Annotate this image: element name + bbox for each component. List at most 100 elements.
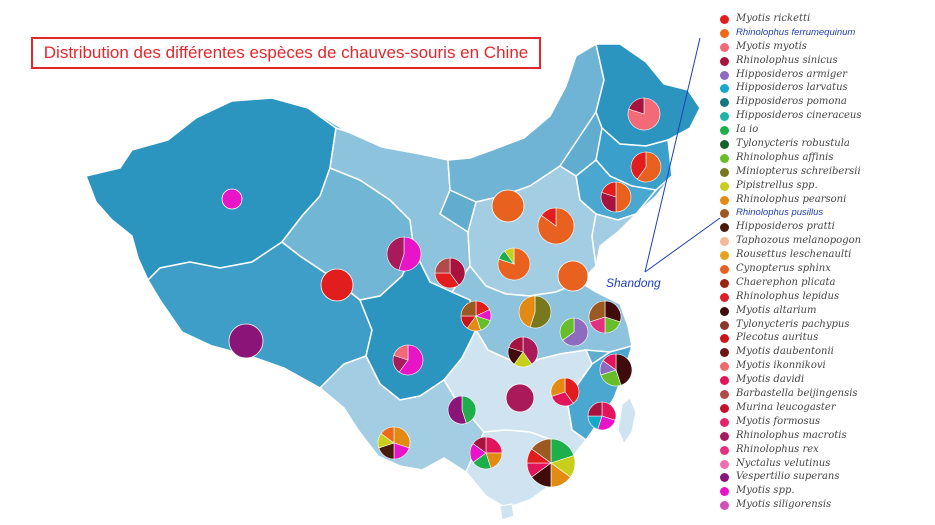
legend-label: Nyctalus velutinus	[736, 457, 831, 469]
pie-marker	[627, 97, 661, 131]
legend-swatch	[720, 306, 729, 316]
pie-slice	[380, 426, 395, 444]
legend-swatch	[720, 223, 729, 233]
legend-swatch	[720, 390, 729, 400]
pie-slice	[601, 181, 617, 198]
legend-swatch	[720, 56, 729, 66]
pie-slice	[522, 336, 539, 365]
map-title: Distribution des différentes espèces de …	[31, 37, 541, 69]
legend-label: Myotis altarium	[736, 304, 817, 316]
legend-swatch	[720, 320, 729, 330]
pie-slice	[228, 323, 264, 359]
legend-item: Hipposideros pomona	[720, 95, 930, 109]
legend-swatch	[720, 473, 729, 483]
species-legend: Myotis ricketti Rhinolophus ferrumequinum…	[720, 12, 930, 512]
legend-item: Chaerephon plicata	[720, 276, 930, 290]
legend-label: Hipposideros armiger	[736, 68, 848, 80]
legend-label: Ia io	[736, 124, 759, 136]
legend-item: Myotis altarium	[720, 304, 930, 318]
legend-label: Myotis ricketti	[736, 13, 811, 24]
legend-item: Rhinolophus sinicus	[720, 54, 930, 68]
legend-label: Hipposideros larvatus	[736, 82, 848, 94]
pie-slice	[398, 236, 422, 272]
legend-swatch	[720, 140, 729, 150]
pie-slice	[550, 377, 566, 397]
legend-item: Miniopterus schreibersii	[720, 165, 930, 179]
pie-marker	[537, 207, 575, 245]
pie-slice	[504, 247, 515, 265]
pie-marker	[460, 300, 492, 332]
legend-label: Vespertilio superans	[736, 471, 840, 483]
legend-swatch	[720, 403, 729, 413]
pie-slice	[221, 188, 243, 210]
pie-slice	[557, 260, 589, 292]
legend-label: Miniopterus schreibersii	[736, 165, 861, 177]
pie-slice	[531, 438, 552, 464]
legend-label: Rhinolophus ferrumequinum	[736, 26, 856, 38]
province-region	[595, 43, 701, 147]
legend-item: Myotis siligorensis	[720, 498, 930, 512]
legend-item: Tylonycteris robustula	[720, 137, 930, 151]
pie-slice	[600, 191, 617, 213]
legend-swatch	[720, 417, 729, 427]
legend-item: Cynopterus sphinx	[720, 262, 930, 276]
pie-slice	[588, 300, 606, 323]
pie-slice	[447, 395, 467, 425]
legend-label: Chaerephon plicata	[736, 276, 836, 288]
pie-marker	[588, 300, 622, 334]
pie-marker	[507, 336, 539, 368]
legend-swatch	[720, 209, 729, 219]
legend-label: Myotis daubentonii	[736, 346, 834, 358]
pie-slice	[449, 257, 466, 286]
legend-item: Myotis myotis	[720, 40, 930, 54]
legend-label: Rhinolophus affinis	[736, 151, 834, 163]
legend-label: Rhinolophus rex	[736, 443, 819, 455]
pie-marker	[599, 353, 633, 387]
pie-slice	[630, 151, 647, 180]
legend-swatch	[720, 70, 729, 80]
legend-item: Hipposideros pratti	[720, 220, 930, 234]
pie-marker	[557, 260, 589, 292]
pie-marker	[392, 344, 424, 376]
legend-label: Myotis siligorensis	[736, 499, 832, 511]
legend-swatch	[720, 28, 729, 38]
legend-item: Rousettus leschenaulti	[720, 248, 930, 262]
legend-item: Rhinolophus pusillus	[720, 206, 930, 220]
pie-marker	[600, 181, 632, 213]
legend-swatch	[720, 292, 729, 302]
pie-slice	[564, 377, 580, 404]
pie-slice	[393, 426, 411, 449]
legend-label: Hipposideros cineraceus	[736, 110, 862, 122]
legend-item: Rhinolophus pearsoni	[720, 193, 930, 207]
legend-item: Myotis formosus	[720, 415, 930, 429]
callout-line	[644, 37, 701, 273]
pie-marker	[434, 257, 466, 289]
legend-item: Myotis ikonnikovi	[720, 359, 930, 373]
legend-swatch	[720, 278, 729, 288]
pie-slice	[562, 317, 589, 347]
legend-swatch	[720, 445, 729, 455]
legend-swatch	[720, 376, 729, 386]
legend-label: Myotis spp.	[736, 485, 795, 497]
pie-slice	[505, 383, 535, 413]
legend-item: Vespertilio superans	[720, 470, 930, 484]
legend-label: Rhinolophus sinicus	[736, 54, 838, 66]
legend-item: Myotis ricketti	[720, 12, 930, 26]
legend-item: Hipposideros armiger	[720, 68, 930, 82]
legend-swatch	[720, 348, 729, 358]
pie-marker	[518, 295, 552, 329]
legend-label: Pipistrellus spp.	[736, 179, 818, 191]
pie-marker	[587, 401, 617, 431]
legend-item: Rhinolophus ferrumequinum	[720, 26, 930, 40]
legend-swatch	[720, 153, 729, 163]
legend-swatch	[720, 431, 729, 441]
pie-slice	[386, 236, 405, 271]
pie-slice	[461, 395, 477, 424]
legend-label: Taphozous melanopogon	[736, 235, 862, 247]
pie-slice	[541, 207, 557, 227]
pie-marker	[559, 317, 589, 347]
pie-slice	[460, 300, 477, 317]
pie-markers	[221, 97, 662, 488]
